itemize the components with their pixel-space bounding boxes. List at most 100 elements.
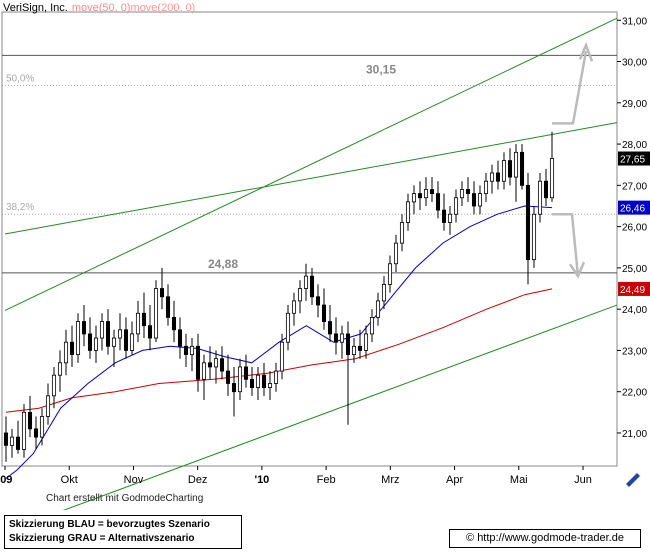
candle-body: [279, 341, 285, 372]
candle-body: [309, 275, 315, 298]
candle-body: [531, 213, 537, 261]
y-tick-label: 24,00: [622, 305, 647, 316]
candle-body: [465, 189, 471, 195]
candle-body: [537, 180, 543, 215]
price-marker: [618, 200, 650, 215]
candle-body: [255, 374, 261, 388]
candle-body: [357, 345, 363, 351]
candle-body: [63, 341, 69, 364]
candle-body: [369, 317, 375, 335]
scenario-legend-blue: Skizzierung BLAU = bevorzugtes Szenario: [9, 519, 210, 530]
candle-body: [189, 345, 195, 355]
scenario-legend: Skizzierung BLAU = bevorzugtes Szenario …: [4, 515, 242, 549]
chart-header: VeriSign, Inc. move(50, 0)move(200, 0): [3, 2, 195, 14]
candle-body: [411, 193, 417, 203]
y-tick-label: 30,00: [622, 58, 647, 69]
candle-body: [267, 383, 273, 388]
candle-body: [153, 288, 159, 339]
candle-body: [399, 222, 405, 244]
candle-body: [423, 189, 429, 199]
y-tick-label: 21,00: [622, 429, 647, 440]
candle-body: [51, 374, 57, 397]
x-tick-label: Apr: [446, 474, 463, 486]
candle-body: [213, 358, 219, 368]
indicator-label: move(50, 0): [72, 2, 131, 14]
candle-body: [273, 370, 279, 384]
trendlines: [4, 17, 618, 510]
candle-body: [495, 172, 501, 182]
candle-body: [81, 321, 87, 335]
candle-body: [393, 242, 399, 265]
y-tick-label: 22,00: [622, 388, 647, 399]
candle-body: [483, 180, 489, 195]
trendline: [4, 17, 618, 311]
candle-body: [195, 345, 201, 380]
candle-body: [351, 345, 357, 355]
stock-chart: 30,15 24,88 50,0% 38,2% 21,00 22,00 23,00 24,0…: [0, 2, 650, 510]
x-tick-label: Okt: [61, 474, 78, 486]
price-marker-label: 24,49: [620, 285, 645, 296]
pen-icon: [626, 473, 640, 487]
level-label: 24,88: [208, 257, 238, 271]
price-marker-label: 26,46: [620, 204, 645, 215]
trendline: [4, 122, 618, 235]
fib-label: 50,0%: [6, 73, 34, 84]
x-tick-label: Nov: [124, 474, 144, 486]
candle-body: [75, 321, 81, 355]
grid: [1, 11, 618, 467]
candle-body: [501, 160, 507, 182]
y-tick-label: 26,00: [622, 223, 647, 234]
candle-body: [339, 333, 345, 343]
level-label: 30,15: [366, 62, 396, 76]
y-tick-label: 23,00: [622, 346, 647, 357]
candle-body: [141, 312, 147, 327]
trendline: [62, 304, 618, 510]
candle-body: [177, 329, 183, 347]
candle-body: [549, 158, 555, 199]
candle-body: [33, 428, 39, 438]
candle-body: [87, 333, 93, 351]
y-tick-label: 27,00: [622, 181, 647, 192]
candle-body: [111, 337, 117, 347]
candle-body: [225, 370, 231, 384]
candle-body: [27, 411, 33, 430]
candle-body: [219, 358, 225, 372]
candle-body: [57, 362, 63, 376]
candle-body: [99, 321, 105, 339]
candle-body: [513, 151, 519, 178]
x-tick-label: '09: [0, 474, 12, 486]
candle-body: [165, 296, 171, 318]
x-tick-label: '10: [254, 474, 269, 486]
price-marker: [618, 151, 650, 166]
candle-body: [459, 189, 465, 199]
candle-body: [471, 193, 477, 207]
candle-body: [375, 300, 381, 318]
scenario-arrow-down: [552, 212, 580, 277]
x-tick-label: Jun: [574, 474, 592, 486]
y-tick-label: 31,00: [622, 16, 647, 27]
candle-body: [201, 362, 207, 380]
candle-body: [69, 341, 75, 355]
candle-body: [105, 321, 111, 347]
candle-body: [147, 325, 153, 339]
candle-body: [39, 416, 45, 438]
candle-body: [333, 333, 339, 343]
y-tick-label: 28,00: [622, 140, 647, 151]
candle-body: [477, 193, 483, 207]
candlesticks: [3, 131, 555, 462]
chart-credit: Chart erstellt mit GodmodeCharting: [46, 493, 204, 504]
candle-body: [243, 366, 249, 380]
chart-title: VeriSign, Inc. move(50, 0)move(200, 0): [3, 2, 195, 14]
scenario-arrows: [552, 41, 594, 279]
candle-body: [525, 184, 531, 261]
candle-body: [183, 345, 189, 355]
source-link[interactable]: © http://www.godmode-trader.de: [449, 529, 641, 548]
candle-body: [207, 362, 213, 368]
axes: 21,00 22,00 23,00 24,00 25,00 26,00 27,00 28,00…: [0, 16, 650, 487]
scenario-arrow-down-head: [568, 261, 586, 279]
candle-body: [441, 209, 447, 223]
candle-body: [261, 374, 267, 388]
horizontal-levels: 30,15 24,88 50,0% 38,2%: [2, 54, 617, 274]
x-tick-label: Dez: [188, 474, 208, 486]
price-marker-label: 27,65: [620, 155, 645, 166]
